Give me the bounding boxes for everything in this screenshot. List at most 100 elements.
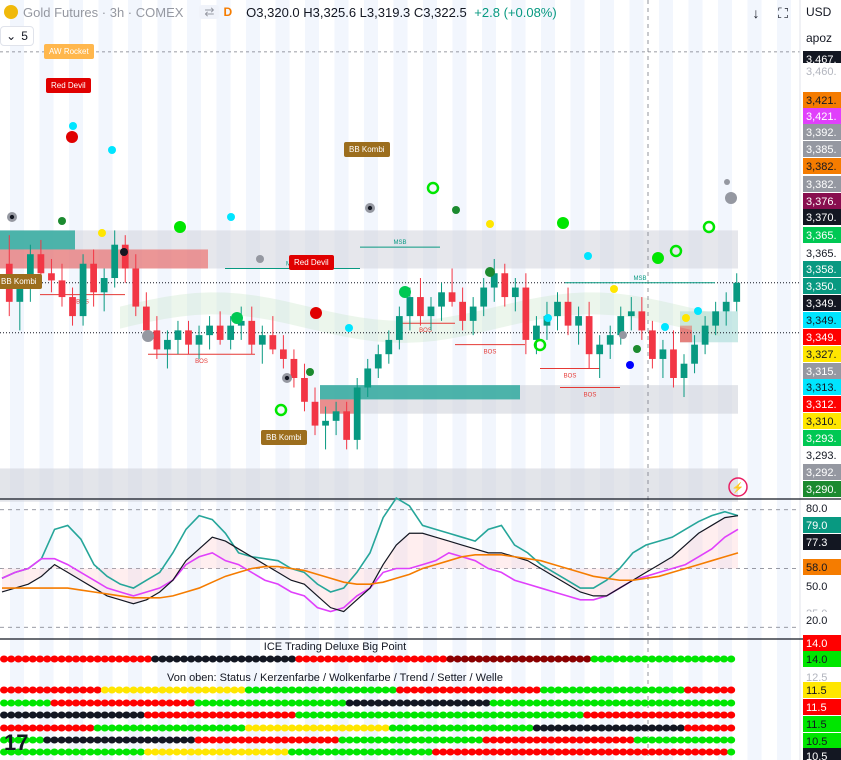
session-band bbox=[777, 0, 791, 760]
signal-dot bbox=[682, 314, 690, 322]
currency-label[interactable]: USD bbox=[806, 5, 832, 19]
status-dot bbox=[352, 686, 361, 694]
status-dot bbox=[129, 724, 138, 732]
low-value: 3,319.3 bbox=[366, 4, 411, 20]
price-label: 3,370. bbox=[806, 212, 837, 224]
delayed-badge[interactable]: D bbox=[223, 5, 233, 19]
status-dot bbox=[309, 736, 318, 744]
status-dot bbox=[331, 686, 340, 694]
status-dot bbox=[712, 736, 721, 744]
status-dot bbox=[561, 686, 570, 694]
status-dot bbox=[86, 686, 95, 694]
candle-body bbox=[490, 273, 498, 288]
status-dot bbox=[720, 711, 728, 719]
signal-dot bbox=[544, 314, 552, 322]
status-dot bbox=[468, 686, 476, 694]
status-dot bbox=[727, 724, 736, 732]
status-dot bbox=[136, 736, 145, 744]
candle-body bbox=[121, 244, 129, 269]
candle-body bbox=[575, 316, 582, 326]
signal-dot bbox=[227, 213, 235, 221]
status-dot bbox=[712, 711, 721, 719]
status-dot bbox=[619, 686, 628, 694]
status-dot bbox=[7, 711, 16, 719]
price-label-bg bbox=[803, 63, 841, 79]
grey-zone-lower bbox=[0, 468, 738, 502]
status-dot bbox=[28, 711, 37, 719]
status-dot bbox=[237, 711, 246, 719]
price-label-bg bbox=[803, 124, 841, 140]
status-dot bbox=[100, 748, 109, 756]
status-dot bbox=[518, 724, 527, 732]
fullscreen-icon[interactable]: ⛶ bbox=[778, 4, 788, 21]
status-dot bbox=[86, 724, 95, 732]
status-dot bbox=[28, 736, 37, 744]
red-zone-upper bbox=[0, 249, 208, 269]
status-dot bbox=[640, 711, 649, 719]
status-dot bbox=[180, 748, 188, 756]
status-dot bbox=[288, 748, 296, 756]
status-dot bbox=[496, 655, 505, 663]
market-badge[interactable]: ⇄ bbox=[199, 5, 220, 19]
status-dot bbox=[36, 736, 44, 744]
status-dot bbox=[475, 724, 484, 732]
price-label: 3,290. bbox=[806, 484, 837, 496]
dots-label-bg bbox=[803, 682, 841, 698]
candle-body bbox=[469, 306, 477, 321]
status-dot bbox=[244, 736, 253, 744]
session-band bbox=[10, 0, 24, 760]
status-dot bbox=[0, 711, 8, 719]
status-dot bbox=[424, 736, 433, 744]
status-dot bbox=[496, 711, 505, 719]
status-dot bbox=[597, 736, 606, 744]
download-icon[interactable]: ↓ bbox=[752, 5, 760, 21]
status-dot bbox=[511, 655, 520, 663]
status-dot bbox=[36, 699, 44, 707]
status-dot bbox=[439, 686, 448, 694]
gold-coin-icon bbox=[4, 4, 18, 19]
status-dot bbox=[201, 655, 210, 663]
candle-body bbox=[480, 287, 488, 307]
price-label: 3,293. bbox=[806, 433, 837, 445]
status-dot bbox=[345, 711, 354, 719]
status-dot bbox=[381, 711, 390, 719]
status-dot bbox=[691, 699, 700, 707]
status-dot bbox=[662, 655, 671, 663]
signal-dot bbox=[724, 179, 730, 185]
status-dot bbox=[36, 724, 44, 732]
status-dot bbox=[698, 748, 707, 756]
status-dot bbox=[64, 748, 73, 756]
status-dot bbox=[691, 736, 700, 744]
status-dot bbox=[374, 736, 383, 744]
status-dot bbox=[72, 724, 80, 732]
session-shading bbox=[10, 0, 791, 760]
candle-body bbox=[606, 335, 614, 345]
status-dot bbox=[597, 686, 606, 694]
status-dot bbox=[309, 711, 318, 719]
tradingview-logo[interactable]: 17 bbox=[4, 730, 29, 755]
status-dot bbox=[525, 699, 534, 707]
symbol-title[interactable]: Gold Futures · 3h · COMEX bbox=[4, 4, 183, 20]
status-dot bbox=[187, 724, 196, 732]
status-dot bbox=[273, 699, 282, 707]
status-dot bbox=[388, 699, 397, 707]
signal-dot bbox=[142, 330, 154, 342]
status-dot bbox=[316, 686, 325, 694]
low-label: L bbox=[359, 4, 367, 20]
status-dot bbox=[72, 711, 80, 719]
status-dot bbox=[640, 655, 649, 663]
price-label: 3,392. bbox=[806, 127, 837, 139]
status-dot bbox=[604, 699, 613, 707]
candle-body bbox=[132, 268, 140, 307]
collapse-indicators-button[interactable]: ⌄ 5 bbox=[0, 26, 34, 46]
status-dot bbox=[244, 711, 253, 719]
status-dot bbox=[612, 748, 620, 756]
candle-body bbox=[301, 377, 308, 402]
status-dot bbox=[460, 711, 469, 719]
status-dot bbox=[410, 724, 419, 732]
status-dot bbox=[172, 655, 181, 663]
indicator-count: 5 bbox=[21, 29, 28, 43]
osc-label: 58.0 bbox=[806, 562, 827, 574]
candle-body bbox=[670, 349, 677, 378]
